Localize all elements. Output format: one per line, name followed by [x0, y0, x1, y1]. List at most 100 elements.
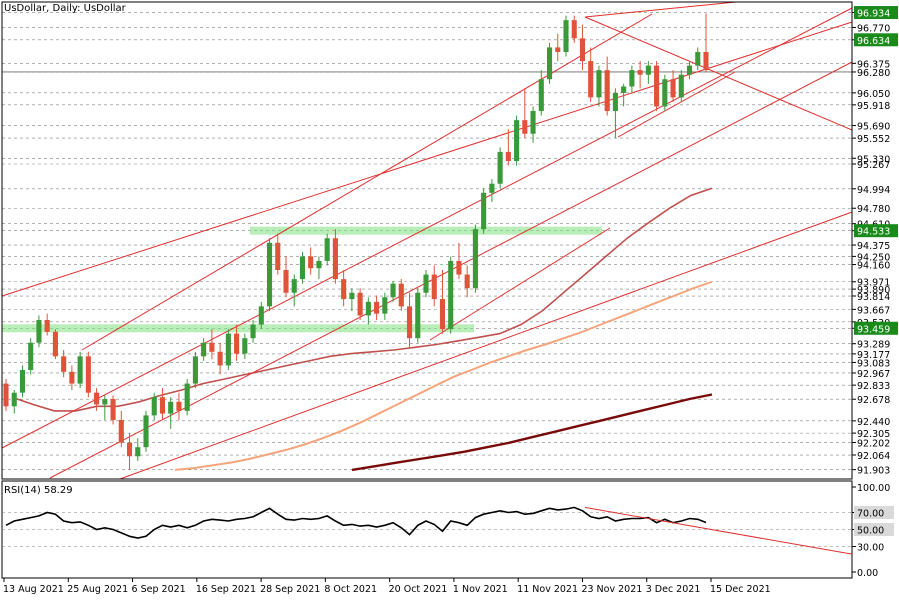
- candle-bull: [135, 447, 141, 457]
- candle-bull: [316, 260, 322, 269]
- candle-bear: [3, 383, 9, 407]
- candle-bear: [176, 401, 182, 411]
- candle-bull: [192, 356, 198, 384]
- price-tick-label: 96.934: [857, 9, 890, 20]
- price-tick-label: 93.814: [857, 292, 890, 303]
- candle-bear: [217, 351, 223, 366]
- rsi-trendline: [584, 506, 853, 555]
- candle-bull: [36, 320, 42, 343]
- candle-bull: [423, 274, 429, 293]
- price-tick-label: 94.160: [857, 261, 890, 272]
- candle-bear: [126, 442, 133, 457]
- candle-bull: [143, 415, 149, 448]
- rsi-label-highlight: [854, 506, 894, 519]
- price-tick-label: 92.967: [857, 369, 890, 380]
- trendline: [429, 227, 611, 341]
- candle-bull: [546, 47, 553, 80]
- grid-lines: [2, 12, 852, 470]
- price-tick-label: 96.280: [857, 68, 890, 79]
- candle-bull: [168, 401, 174, 414]
- candle-bull: [225, 333, 231, 366]
- candle-bull: [538, 79, 544, 112]
- price-label-highlight: [854, 224, 898, 238]
- trendline: [617, 71, 736, 138]
- rsi-tick-label: 0.00: [857, 568, 878, 579]
- candle-bear: [456, 260, 462, 275]
- candle-bear: [61, 356, 67, 372]
- candle-bull: [695, 51, 701, 66]
- candle-bear: [670, 79, 676, 98]
- candle-bull: [299, 256, 306, 280]
- candle-bear: [209, 342, 215, 352]
- trendline: [584, 16, 853, 131]
- time-tick-label: 25 Aug 2021: [67, 584, 128, 595]
- candle-bear: [431, 274, 437, 300]
- price-tick-label: 95.330: [857, 154, 890, 165]
- candle-bear: [341, 279, 347, 300]
- candle-bull: [563, 20, 569, 52]
- candle-bear: [308, 256, 314, 269]
- candle-bull: [448, 260, 454, 330]
- time-tick-label: 3 Dec 2021: [646, 584, 701, 595]
- candle-bull: [472, 229, 478, 289]
- candle-bull: [530, 111, 536, 134]
- candle-bear: [637, 70, 643, 75]
- candle-bull: [291, 279, 297, 293]
- candle-bear: [159, 397, 166, 414]
- candle-bull: [184, 383, 190, 411]
- price-tick-label: 96.050: [857, 89, 890, 100]
- candle-bear: [332, 238, 338, 280]
- candle-bear: [439, 299, 446, 330]
- trendlines: [1, 1, 853, 480]
- candle-bull: [415, 292, 421, 339]
- candle-bull: [497, 151, 503, 184]
- candle-bear: [703, 51, 709, 71]
- candle-bull: [102, 399, 108, 405]
- time-tick-label: 23 Nov 2021: [581, 584, 642, 595]
- candle-bull: [201, 342, 207, 357]
- candle-bear: [604, 70, 610, 112]
- price-tick-label: 93.667: [857, 305, 890, 316]
- time-tick-label: 16 Sep 2021: [196, 584, 256, 595]
- price-label-highlight: [854, 321, 898, 335]
- price-tick-label: 93.083: [857, 358, 890, 369]
- price-tick-label: 94.780: [857, 204, 890, 215]
- candle-bull: [514, 120, 520, 161]
- price-panel-frame: [1, 1, 853, 480]
- price-label-highlight: [854, 33, 898, 47]
- rsi-tick-label: 50.00: [857, 526, 884, 537]
- price-tick-label: 92.064: [857, 451, 890, 462]
- candle-bear: [555, 47, 561, 52]
- candle-bear: [579, 38, 586, 62]
- moving-average-short: [11, 187, 713, 412]
- candle-bear: [464, 274, 470, 289]
- candle-bull: [645, 65, 651, 75]
- candle-bear: [44, 320, 50, 332]
- price-tick-label: 92.833: [857, 381, 890, 392]
- price-tick-label: 92.202: [857, 438, 890, 449]
- candle-bear: [357, 292, 363, 316]
- candle-bull: [349, 292, 355, 300]
- candle-bear: [522, 120, 528, 134]
- price-tick-label: 94.250: [857, 252, 890, 263]
- support-resistance-zones: [2, 226, 602, 333]
- price-tick-label: 93.289: [857, 340, 890, 351]
- candle-bull: [678, 74, 684, 98]
- candle-bear: [275, 242, 281, 271]
- candle-bull: [662, 79, 668, 107]
- rsi-label-highlight: [854, 523, 894, 536]
- candle-bear: [110, 399, 116, 420]
- rsi-tick-label: 70.00: [857, 509, 884, 520]
- candle-bull: [596, 70, 602, 98]
- candle-bear: [52, 331, 58, 357]
- chart-title: UsDollar, Daily: UsDollar: [4, 3, 126, 14]
- moving-average-mid: [174, 280, 713, 471]
- candle-bull: [11, 392, 17, 407]
- price-tick-label: 95.690: [857, 122, 890, 133]
- price-tick-label: 93.890: [857, 285, 890, 296]
- price-tick-label: 96.770: [857, 23, 890, 34]
- trendline: [584, 1, 737, 18]
- price-tick-label: 91.903: [857, 466, 890, 477]
